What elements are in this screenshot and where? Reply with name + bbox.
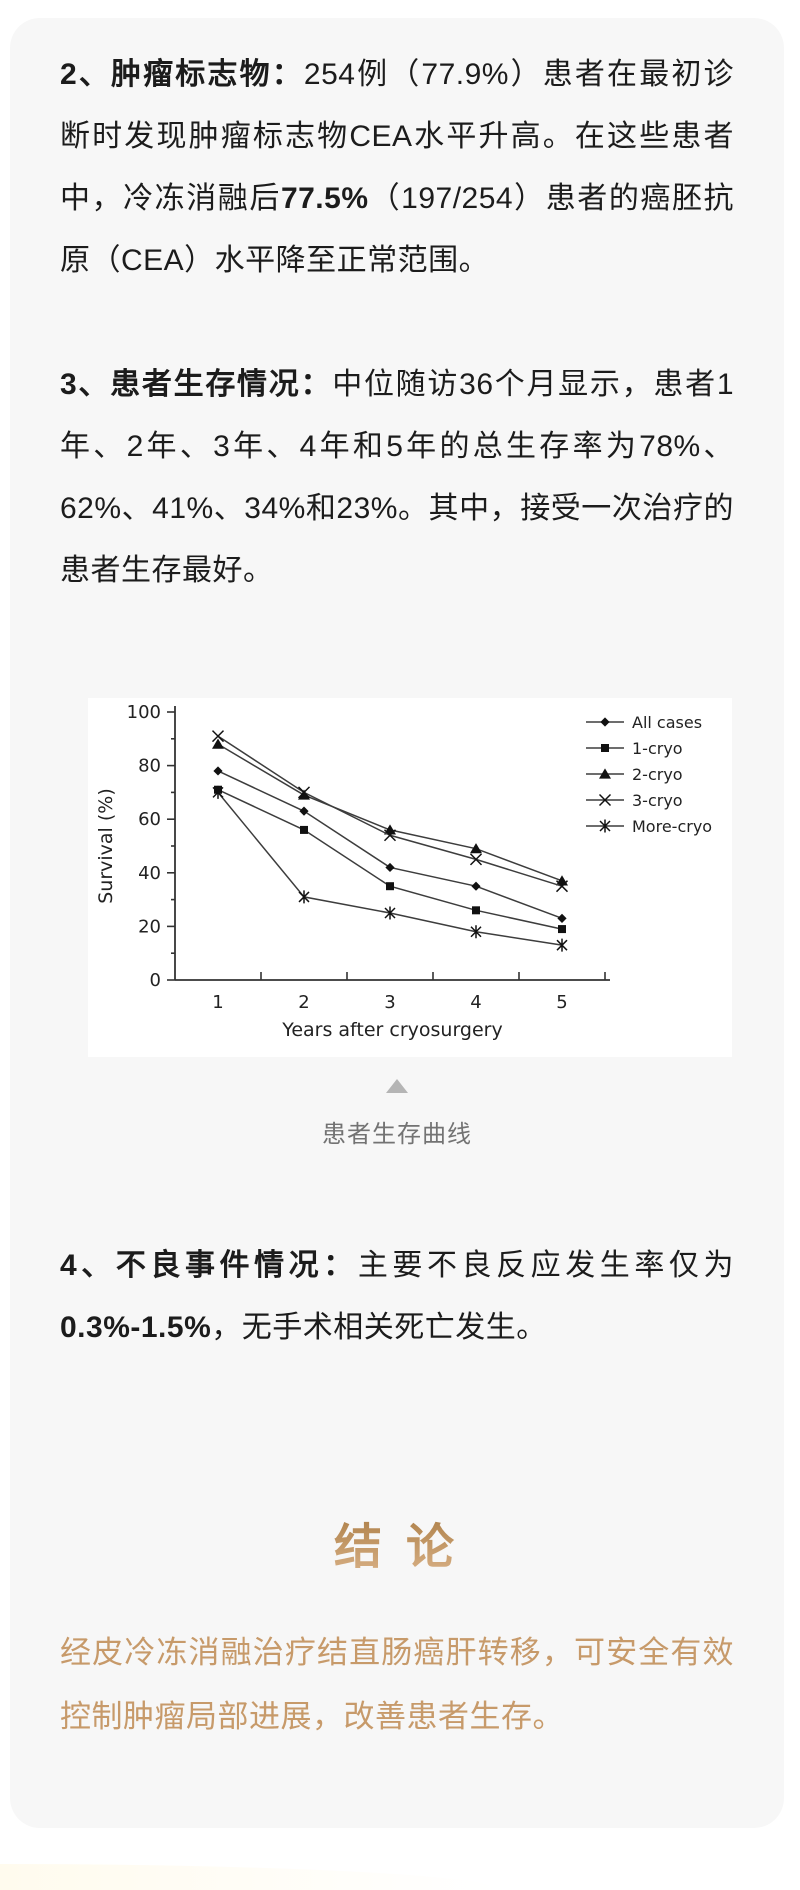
text-segment: 3、患者生存情况： bbox=[60, 368, 333, 401]
text-segment: ，无手术相关死亡发生。 bbox=[211, 1311, 547, 1344]
svg-text:Survival (%): Survival (%) bbox=[95, 788, 117, 904]
survival-chart-svg: 0 20 40 60 80 100 1 2 3 4 5 Years after cryosurgery… bbox=[95, 702, 712, 1041]
svg-text:80: 80 bbox=[138, 756, 161, 777]
text-segment: （197/254）患者的癌胚抗原（CEA）水平降至正常范围。 bbox=[60, 182, 735, 277]
svg-text:100: 100 bbox=[127, 702, 161, 723]
text-segment: 2、肿瘤标志物： bbox=[60, 58, 304, 91]
svg-text:3: 3 bbox=[384, 992, 395, 1013]
triangle-up-icon bbox=[386, 1079, 408, 1093]
conclusion-title: 结 论 bbox=[60, 1507, 734, 1577]
svg-text:More-cryo: More-cryo bbox=[632, 817, 712, 836]
svg-text:5: 5 bbox=[556, 992, 567, 1013]
text-segment: 254例（77.9%）患者在最初诊断时发现肿瘤标志物CEA水平升高。在这些患者中… bbox=[60, 58, 735, 215]
figure-pointer-wrap bbox=[60, 1079, 734, 1098]
svg-text:20: 20 bbox=[138, 916, 161, 937]
svg-text:3-cryo: 3-cryo bbox=[632, 791, 683, 810]
survival-chart: 0 20 40 60 80 100 1 2 3 4 5 Years after cryosurgery… bbox=[88, 698, 732, 1057]
svg-text:All cases: All cases bbox=[632, 713, 702, 732]
text-segment: 主要不良反应发生率仅为 bbox=[357, 1249, 735, 1282]
paragraph-tumor-markers: 2、肿瘤标志物：254例（77.9%）患者在最初诊断时发现肿瘤标志物CEA水平升… bbox=[60, 44, 734, 292]
article-card: 2、肿瘤标志物：254例（77.9%）患者在最初诊断时发现肿瘤标志物CEA水平升… bbox=[10, 18, 784, 1828]
svg-text:2: 2 bbox=[298, 992, 309, 1013]
svg-text:40: 40 bbox=[138, 863, 161, 884]
figure-caption: 患者生存曲线 bbox=[322, 1121, 472, 1148]
text-segment: 中位随访36个月显示，患者1年、2年、3年、4年和5年的总生存率为78%、62%… bbox=[60, 368, 735, 587]
text-segment: 0.3%-1.5% bbox=[60, 1311, 212, 1344]
text-segment: 77.5% bbox=[280, 182, 369, 215]
svg-text:2-cryo: 2-cryo bbox=[632, 765, 683, 784]
svg-text:0: 0 bbox=[150, 970, 161, 991]
svg-text:1: 1 bbox=[212, 992, 223, 1013]
bottom-decorative-sliver bbox=[0, 1864, 500, 1890]
svg-text:4: 4 bbox=[470, 992, 481, 1013]
svg-text:60: 60 bbox=[138, 809, 161, 830]
svg-text:1-cryo: 1-cryo bbox=[632, 739, 683, 758]
paragraph-patient-survival: 3、患者生存情况：中位随访36个月显示，患者1年、2年、3年、4年和5年的总生存… bbox=[60, 354, 734, 602]
paragraph-adverse-events: 4、不良事件情况：主要不良反应发生率仅为 0.3%-1.5%，无手术相关死亡发生。 bbox=[60, 1235, 734, 1359]
conclusion-body: 经皮冷冻消融治疗结直肠癌肝转移，可安全有效控制肿瘤局部进展，改善患者生存。 bbox=[60, 1635, 734, 1734]
svg-text:Years after cryosurgery: Years after cryosurgery bbox=[281, 1019, 503, 1041]
text-segment: 4、不良事件情况： bbox=[60, 1249, 358, 1282]
